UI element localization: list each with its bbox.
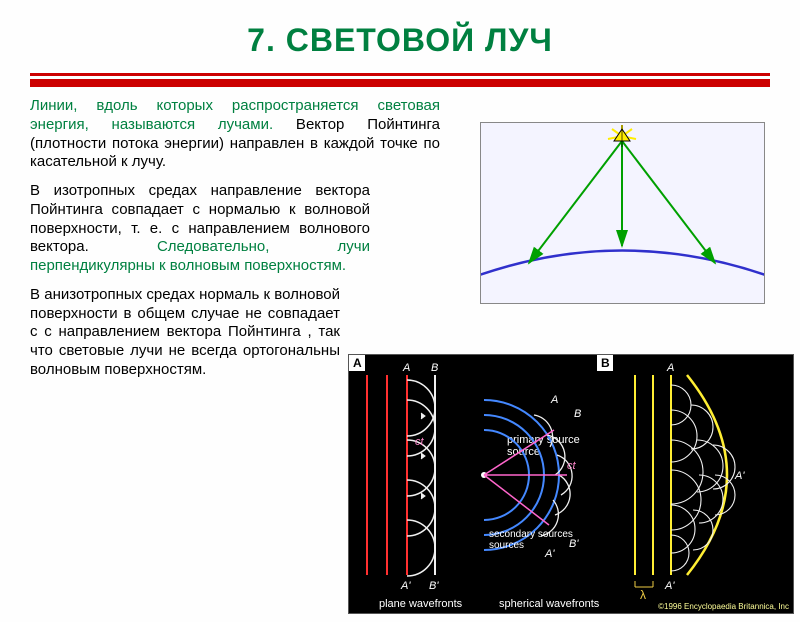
svg-text:A': A' <box>734 470 745 482</box>
lab-A: A <box>402 362 410 374</box>
figure-wavefronts: A B A <box>348 354 794 614</box>
para-1: Линии, вдоль которых распространяется св… <box>30 97 440 172</box>
svg-text:B': B' <box>569 538 579 550</box>
svg-text:A': A' <box>664 580 675 592</box>
ct-left: ct <box>415 436 425 448</box>
slide-title: 7. СВЕТОВОЙ ЛУЧ <box>0 22 800 59</box>
lab-B1: B' <box>429 580 439 592</box>
figure-credit: ©1996 Encyclopaedia Britannica, Inc <box>658 602 789 611</box>
figure-rays <box>480 122 765 304</box>
svg-text:A: A <box>666 362 674 374</box>
lab-B: B <box>431 362 438 374</box>
svg-text:B: B <box>574 408 581 420</box>
svg-text:A': A' <box>544 548 555 560</box>
svg-text:sources: sources <box>489 540 524 551</box>
ct-mid: ct <box>567 460 577 472</box>
svg-text:A: A <box>550 394 558 406</box>
panel-label-b: B <box>601 356 610 370</box>
para-3: В анизотропных средах нормаль к волновой… <box>30 286 340 380</box>
para-2: В изотропных средах направление вектора … <box>30 182 370 276</box>
title-underline <box>30 73 770 87</box>
secondary-label: secondary sources <box>489 529 573 540</box>
panel-label-a: A <box>353 356 362 370</box>
lab-A1: A' <box>400 580 411 592</box>
